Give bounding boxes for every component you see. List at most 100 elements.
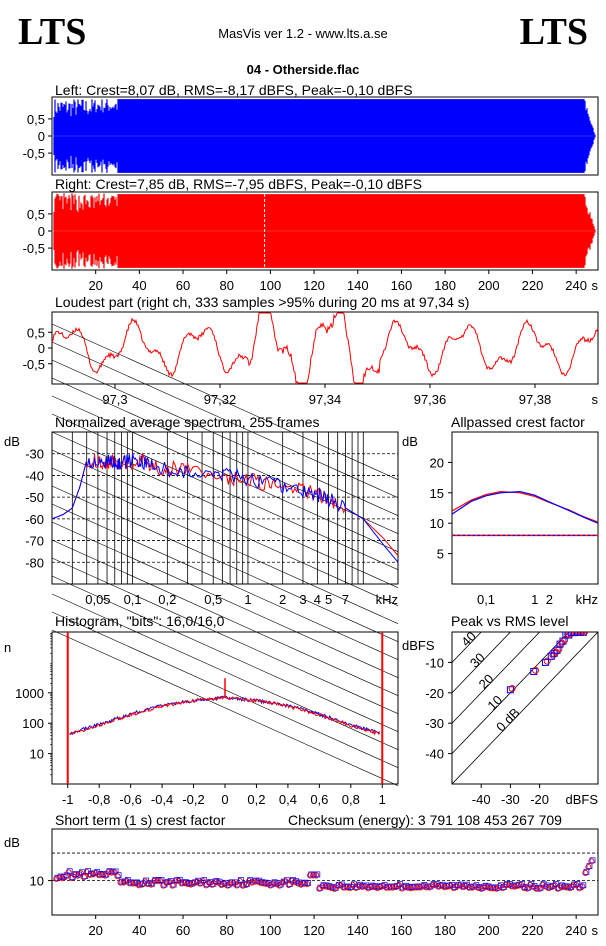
crest-point-right — [273, 881, 280, 888]
x-unit-label: s — [592, 392, 599, 407]
y-tick-label: 0 — [38, 129, 45, 144]
crest-point-right — [297, 881, 305, 888]
crest-point-right — [557, 883, 564, 890]
y-tick-label: -0,5 — [23, 241, 45, 256]
crest-point-left — [66, 868, 73, 875]
crest-point-right — [502, 881, 509, 889]
x-tick-label: 0,2 — [158, 592, 176, 607]
crest-point-right — [383, 884, 390, 891]
x-unit-label: kHz — [376, 592, 398, 607]
y-tick-label: 1000 — [15, 686, 44, 701]
crest-point-right — [105, 869, 112, 876]
y-tick-label: 10 — [30, 874, 44, 889]
crest-diagonal-label: 10 — [484, 692, 505, 713]
crest-point-right — [62, 873, 69, 880]
x-tick-label: 220 — [522, 923, 544, 938]
crest-point-right — [356, 882, 363, 889]
crest-point-right — [563, 884, 571, 891]
crest-point-left — [326, 883, 333, 889]
crest-point-right — [322, 883, 329, 890]
y-tick-label: 0 — [38, 341, 45, 356]
x-tick-label: 0,05 — [85, 592, 110, 607]
peak-rms-point-right — [564, 632, 572, 638]
crest-point-right — [65, 869, 72, 876]
y-tick-label: 100 — [22, 716, 44, 731]
crest-point-left — [501, 884, 507, 890]
x-tick-label: 140 — [347, 278, 369, 293]
x-tick-label: 1 — [531, 592, 538, 607]
crest-point-right — [227, 880, 234, 887]
crest-point-right — [429, 882, 436, 889]
crest-point-right — [420, 882, 427, 890]
crest-point-left — [259, 879, 266, 886]
crest-point-right — [154, 878, 161, 885]
x-tick-label: -0,4 — [151, 792, 173, 807]
app-title: MasVis ver 1.2 - www.lts.a.se — [218, 26, 388, 41]
peak-rms-point-right — [578, 632, 586, 635]
waveform-trace — [53, 193, 596, 269]
crest-point-right — [221, 880, 228, 887]
x-tick-label: -1 — [62, 792, 74, 807]
x-tick-label: 120 — [303, 278, 325, 293]
crest-point-left — [522, 884, 529, 890]
crest-point-right — [242, 881, 249, 888]
x-tick-label: 97,3 — [102, 392, 127, 407]
crest-point-right — [524, 885, 531, 892]
x-tick-label: 200 — [478, 923, 500, 938]
crest-point-right — [319, 883, 326, 890]
y-tick-label: -0,5 — [23, 357, 45, 372]
crest-point-right — [432, 882, 439, 889]
crest-point-right — [80, 874, 87, 881]
crest-point-left — [213, 878, 220, 884]
crest-point-right — [536, 885, 543, 892]
crest-point-right — [184, 880, 191, 887]
crest-point-right — [475, 884, 482, 891]
crest-point-right — [245, 878, 253, 885]
y-tick-label: -40 — [425, 747, 444, 762]
x-tick-label: 4 — [314, 592, 321, 607]
crest-factor-title: Short term (1 s) crest factor — [55, 812, 226, 828]
x-tick-label: 40 — [132, 923, 146, 938]
crest-point-right — [294, 880, 301, 887]
crest-point-right — [515, 882, 522, 889]
crest-point-left — [305, 880, 312, 886]
histogram-title: Histogram, "bits": 16,0/16,0 — [55, 613, 225, 629]
crest-point-right — [450, 885, 457, 892]
peak-rms-frame — [451, 631, 599, 785]
crest-diagonal-label: 30 — [467, 650, 488, 671]
x-tick-label: 80 — [219, 278, 233, 293]
crest-point-right — [291, 879, 298, 886]
crest-point-right — [212, 878, 219, 885]
crest-point-right — [499, 885, 506, 892]
crest-point-left — [146, 880, 153, 886]
crest-point-right — [588, 858, 595, 865]
crest-point-right — [233, 882, 240, 889]
crest-point-left — [158, 877, 165, 883]
crest-point-right — [334, 882, 341, 889]
crest-point-right — [576, 885, 583, 892]
x-tick-label: -0,6 — [119, 792, 141, 807]
crest-point-right — [496, 883, 503, 890]
crest-point-right — [132, 880, 139, 887]
crest-point-right — [579, 883, 586, 890]
crest-point-right — [539, 881, 546, 888]
crest-point-left — [201, 877, 208, 883]
spectrum-slope-line — [51, 521, 399, 678]
x-tick-label: 220 — [522, 278, 544, 293]
crest-point-right — [129, 880, 136, 887]
crest-point-right — [169, 882, 176, 889]
histogram-series-0 — [69, 695, 381, 736]
crest-point-right — [585, 864, 592, 871]
x-tick-label: 0,4 — [279, 792, 297, 807]
spectrum-slope-line — [51, 413, 399, 570]
x-tick-label: 97,36 — [414, 392, 447, 407]
crest-point-right — [102, 872, 109, 879]
x-tick-label: 20 — [88, 923, 102, 938]
crest-point-right — [511, 883, 519, 890]
crest-point-right — [401, 883, 408, 890]
crest-point-right — [310, 872, 317, 879]
loudest-part-trace — [51, 312, 599, 385]
crest-point-left — [332, 884, 339, 891]
crest-point-right — [453, 883, 460, 890]
